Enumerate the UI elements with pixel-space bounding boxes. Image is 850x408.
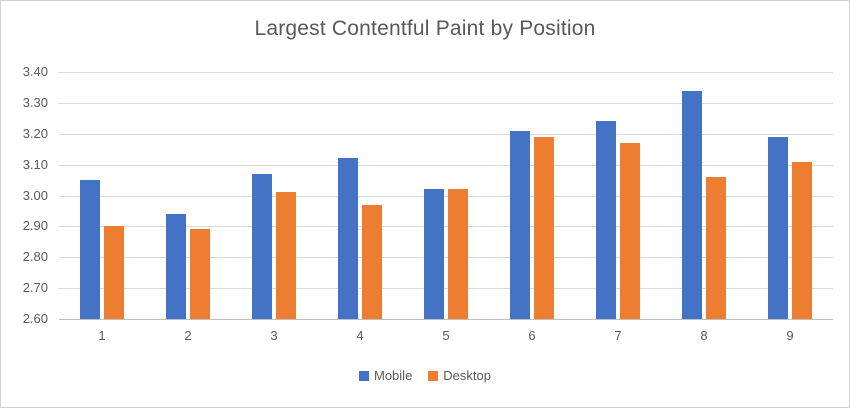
- bar-desktop-9: [792, 161, 812, 319]
- bar-group-4: [317, 72, 403, 319]
- bar-desktop-2: [190, 229, 210, 319]
- legend-swatch-icon: [359, 370, 369, 381]
- gridline: [59, 102, 833, 104]
- y-tick-label: 3.20: [22, 125, 48, 141]
- gridline: [59, 257, 833, 259]
- y-tick-label: 3.00: [22, 187, 48, 203]
- x-tick-label: 7: [614, 328, 622, 343]
- y-tick-label: 2.60: [22, 311, 48, 326]
- x-tick-label: 2: [184, 328, 192, 343]
- bar-mobile-2: [166, 214, 186, 319]
- gridline: [59, 133, 833, 135]
- legend-swatch-icon: [428, 370, 439, 381]
- y-axis-labels: 2.60 2.70 2.80 2.90 3.00 3.10 3.20 3.30 3.40: [1, 64, 48, 326]
- bar-mobile-8: [682, 90, 702, 319]
- bar-desktop-1: [104, 226, 124, 319]
- x-tick-label: 6: [528, 328, 536, 343]
- bar-group-9: [747, 72, 833, 319]
- legend-item-desktop: Desktop: [428, 368, 491, 383]
- bar-desktop-5: [448, 189, 468, 319]
- chart-title: Largest Contentful Paint by Position: [254, 17, 596, 40]
- legend: Mobile Desktop: [1, 368, 849, 383]
- bar-desktop-8: [706, 176, 726, 319]
- y-tick-label: 2.90: [22, 218, 48, 234]
- x-tick-label: 4: [356, 328, 364, 343]
- legend-label: Mobile: [374, 368, 413, 383]
- y-tick-label: 3.10: [22, 156, 48, 172]
- y-tick-label: 3.30: [22, 94, 48, 110]
- gridline: [59, 195, 833, 197]
- legend-label: Desktop: [443, 368, 491, 383]
- bar-group-3: [231, 72, 317, 319]
- bar-mobile-4: [338, 158, 358, 319]
- x-tick-label: 1: [98, 328, 106, 343]
- bar-group-6: [489, 72, 575, 319]
- bar-desktop-7: [620, 143, 640, 319]
- bar-group-2: [145, 72, 231, 319]
- bar-groups: [59, 72, 833, 319]
- x-tick-label: 3: [270, 328, 278, 343]
- bar-mobile-7: [596, 121, 616, 319]
- bar-group-8: [661, 72, 747, 319]
- gridline: [59, 72, 833, 73]
- x-axis-line: [59, 319, 833, 320]
- bar-group-1: [59, 72, 145, 319]
- bar-desktop-4: [362, 204, 382, 319]
- y-tick-label: 2.70: [22, 280, 48, 296]
- legend-item-mobile: Mobile: [359, 368, 412, 383]
- gridline: [59, 288, 833, 290]
- bar-mobile-5: [424, 189, 444, 319]
- y-tick-label: 2.80: [22, 249, 48, 265]
- x-tick-label: 9: [786, 328, 794, 343]
- bar-mobile-1: [80, 180, 100, 319]
- gridline: [59, 226, 833, 228]
- bar-desktop-3: [276, 192, 296, 319]
- bar-desktop-6: [534, 136, 554, 319]
- bar-mobile-6: [510, 130, 530, 319]
- y-tick-label: 3.40: [22, 64, 48, 79]
- bar-mobile-9: [768, 136, 788, 319]
- x-tick-label: 5: [442, 328, 450, 343]
- x-axis-labels: 1 2 3 4 5 6 7 8 9: [59, 327, 833, 345]
- bar-group-5: [403, 72, 489, 319]
- gridline: [59, 164, 833, 166]
- bar-group-7: [575, 72, 661, 319]
- bar-mobile-3: [252, 173, 272, 319]
- x-tick-label: 8: [700, 328, 708, 343]
- plot-area: [59, 72, 833, 320]
